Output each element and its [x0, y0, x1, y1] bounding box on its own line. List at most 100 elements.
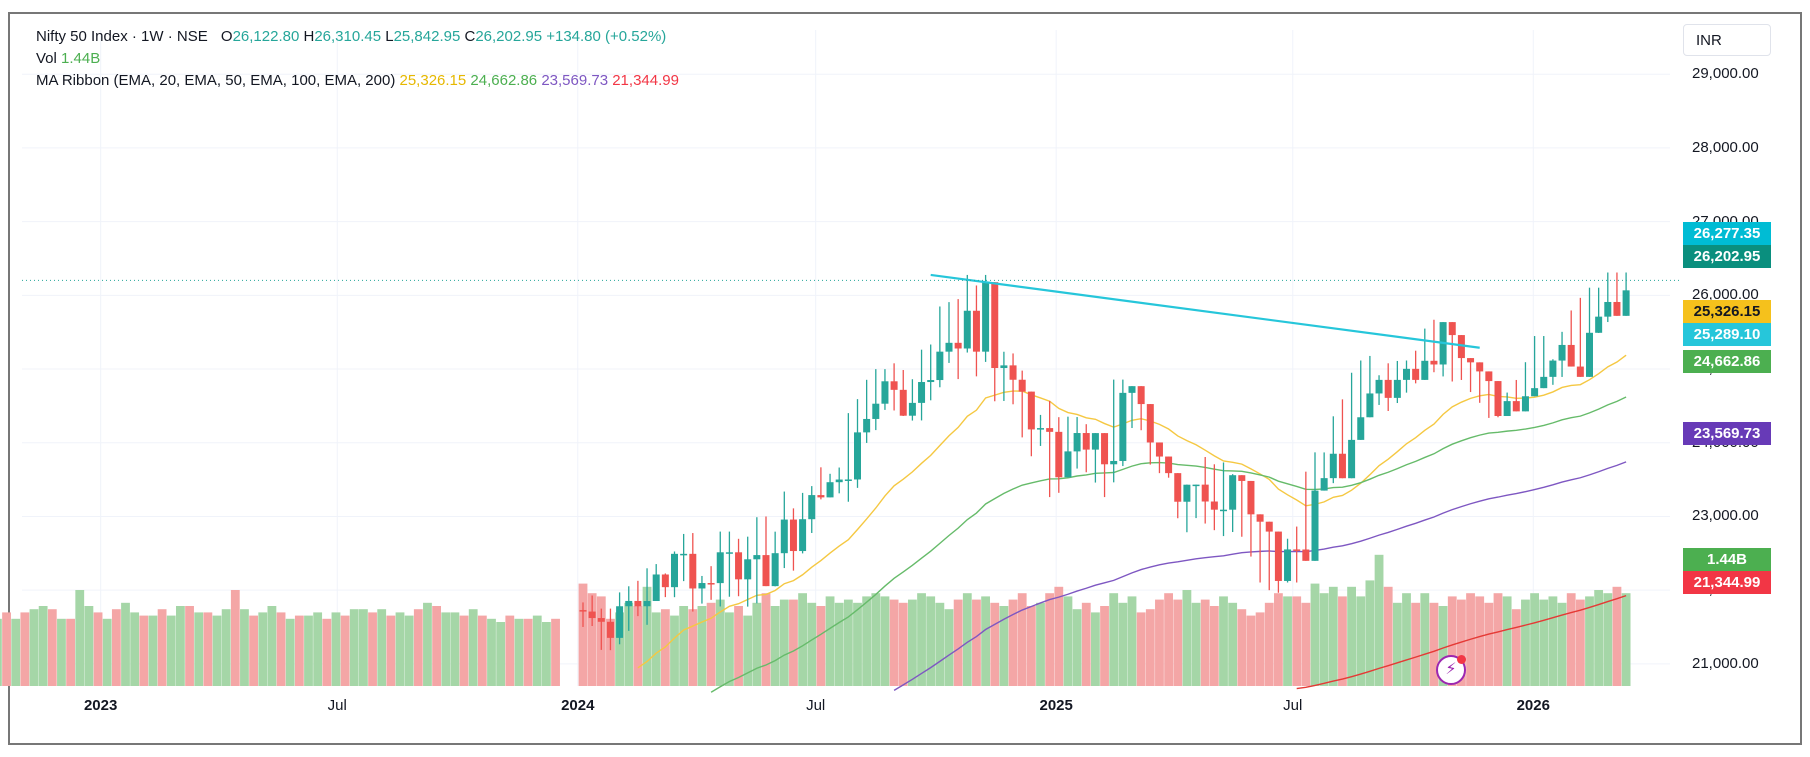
- candle-body: [1613, 301, 1621, 316]
- volume-bar: [1475, 596, 1485, 686]
- y-tick-label: 21,000.00: [1692, 654, 1759, 672]
- price-tag: 1.44B: [1683, 548, 1771, 571]
- volume-bar: [505, 615, 515, 686]
- candle-body: [890, 381, 898, 390]
- candle-body: [982, 282, 990, 352]
- candle-body: [1210, 501, 1218, 510]
- volume-bar: [715, 599, 725, 686]
- volume-bar: [386, 615, 396, 686]
- candle-body: [1201, 484, 1209, 502]
- close-value: 26,202.95: [475, 28, 543, 45]
- volume-bar: [1100, 606, 1109, 686]
- volume-bar: [734, 606, 743, 686]
- volume-bar: [798, 593, 807, 686]
- candle-body: [634, 600, 642, 607]
- candle-body: [1000, 365, 1008, 369]
- volume-bar: [102, 618, 112, 686]
- volume-bar: [1328, 586, 1338, 686]
- volume-bar: [1365, 580, 1375, 686]
- volume-bar: [1548, 596, 1558, 686]
- y-tick-label: 29,000.00: [1692, 65, 1759, 83]
- volume-bar: [1484, 602, 1494, 686]
- volume-label[interactable]: Vol: [36, 50, 57, 67]
- lightning-icon[interactable]: ⚡: [1436, 655, 1466, 685]
- volume-bar: [688, 609, 698, 686]
- volume-bar: [1530, 593, 1539, 686]
- candle-body: [1595, 316, 1603, 333]
- volume-bar: [834, 602, 844, 686]
- candle-body: [1256, 514, 1264, 522]
- price-tag: 26,277.35: [1683, 222, 1771, 245]
- volume-bar: [331, 612, 341, 686]
- volume-bar: [1392, 602, 1402, 686]
- currency-button[interactable]: INR: [1683, 24, 1771, 56]
- volume-bar: [990, 602, 1000, 686]
- candle-body: [1027, 391, 1035, 430]
- price-tag: 21,344.99: [1683, 571, 1771, 594]
- volume-bar: [240, 609, 249, 686]
- volume-bar: [75, 590, 85, 686]
- volume-bar: [304, 615, 313, 686]
- ema20-value: 25,326.15: [399, 72, 467, 89]
- volume-bar: [1017, 593, 1027, 686]
- volume-bar: [743, 615, 753, 686]
- volume-bar: [615, 612, 624, 686]
- candle-body: [1284, 549, 1292, 581]
- volume-bar: [194, 612, 204, 686]
- candle-body: [1540, 376, 1548, 389]
- volume-bar: [1502, 596, 1512, 686]
- volume-bar: [1374, 554, 1384, 686]
- volume-bar: [47, 609, 57, 686]
- volume-bar: [1118, 602, 1128, 686]
- candle-body: [707, 583, 715, 585]
- candle-body: [1476, 362, 1484, 372]
- volume-bar: [670, 615, 679, 686]
- candle-body: [881, 381, 889, 404]
- legend-ma-row: MA Ribbon (EMA, 20, EMA, 50, EMA, 100, E…: [36, 70, 679, 92]
- volume-bar: [532, 615, 542, 686]
- volume-bar: [642, 586, 652, 686]
- candle-body: [643, 601, 651, 607]
- volume-bar: [413, 609, 423, 686]
- candle-body: [1485, 371, 1493, 382]
- volume-bar: [121, 602, 130, 686]
- volume-bar: [953, 599, 963, 686]
- symbol-title[interactable]: Nifty 50 Index · 1W · NSE: [36, 28, 208, 45]
- open-value: 26,122.80: [232, 28, 300, 45]
- volume-bar: [1255, 612, 1265, 686]
- candle-body: [1311, 490, 1319, 561]
- volume-bar: [770, 606, 780, 686]
- volume-bar: [779, 599, 789, 686]
- volume-bar: [981, 596, 990, 686]
- volume-bar: [999, 606, 1009, 686]
- volume-bar: [1054, 586, 1064, 686]
- volume-bar: [1219, 596, 1228, 686]
- volume-bar: [1585, 596, 1594, 686]
- volume-bar: [1091, 612, 1100, 686]
- volume-bar: [166, 615, 176, 686]
- candle-body: [588, 611, 596, 619]
- volume-bar: [423, 602, 432, 686]
- candle-body: [1521, 396, 1529, 412]
- candle-body: [927, 380, 935, 383]
- candle-body: [771, 553, 779, 587]
- volume-bar: [825, 596, 835, 686]
- volume-bar: [761, 593, 771, 686]
- volume-bar: [1310, 583, 1320, 686]
- y-tick-label: 28,000.00: [1692, 138, 1759, 156]
- volume-bar: [468, 609, 478, 686]
- volume-bar: [496, 622, 506, 686]
- ma-ribbon-label[interactable]: MA Ribbon (EMA, 20, EMA, 50, EMA, 100, E…: [36, 72, 396, 89]
- ema50-value: 24,662.86: [470, 72, 538, 89]
- candle-body: [1494, 381, 1502, 417]
- x-tick-label: 2024: [561, 697, 595, 714]
- volume-bar: [1557, 602, 1567, 686]
- candle-body: [1073, 433, 1081, 452]
- candle-body: [616, 606, 624, 638]
- high-value: 26,310.45: [314, 28, 382, 45]
- candle-body: [606, 621, 614, 638]
- candle-body: [652, 574, 660, 602]
- candle-body: [725, 552, 733, 554]
- candle-body: [1082, 433, 1090, 450]
